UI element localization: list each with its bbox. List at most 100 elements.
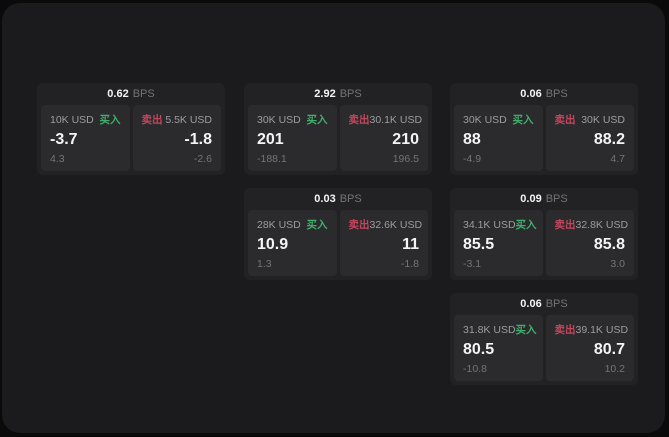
buy-quote-tile[interactable]: 10K USD 买入 -3.7 4.3 [41,105,130,171]
spread-bps-value: 0.09 [520,193,542,205]
card-header: 0.06 BPS [450,293,638,315]
sell-price-value: 85.8 [593,236,625,254]
buy-price-value: 85.5 [463,236,495,254]
sell-quote-tile[interactable]: 卖出 32.6K USD 11 -1.8 [339,210,428,276]
buy-sub-value: -188.1 [257,153,287,165]
sell-sub-value: -2.6 [193,153,212,165]
sell-side-label: 卖出 [554,114,576,126]
sell-price-value: 11 [402,236,419,254]
card-header: 0.62 BPS [37,83,225,105]
sell-side-label: 卖出 [554,219,576,231]
buy-tile-header: 31.8K USD 买入 [463,322,537,337]
buy-size-label: 34.1K USD [463,219,516,231]
buy-tile-header: 30K USD 买入 [257,112,328,127]
card-body: 28K USD 买入 10.9 1.3 卖出 32.6K USD 11 -1.8 [244,210,432,276]
bps-unit-label: BPS [545,88,568,100]
sell-quote-tile[interactable]: 卖出 30.1K USD 210 196.5 [339,105,428,171]
buy-side-label: 买入 [306,219,328,231]
sell-price-value: -1.8 [184,131,212,149]
spread-bps-value: 0.62 [107,88,129,100]
buy-price-value: 201 [257,131,284,149]
buy-tile-header: 30K USD 买入 [463,112,534,127]
sell-sub-value: 3.0 [610,258,625,270]
sell-quote-tile[interactable]: 卖出 39.1K USD 80.7 10.2 [545,315,634,381]
quote-card: 0.62 BPS 10K USD 买入 -3.7 4.3 卖出 5.5K USD… [37,83,225,175]
bps-unit-label: BPS [339,193,362,205]
buy-price-value: 88 [463,131,481,149]
sell-quote-tile[interactable]: 卖出 30K USD 88.2 4.7 [545,105,634,171]
buy-size-label: 31.8K USD [463,324,516,336]
sell-tile-header: 卖出 32.6K USD [348,217,423,232]
sell-tile-header: 卖出 32.8K USD [554,217,629,232]
buy-side-label: 买入 [306,114,328,126]
buy-price-value: 10.9 [257,236,289,254]
buy-size-label: 28K USD [257,219,301,231]
sell-sub-value: 4.7 [610,153,625,165]
sell-quote-tile[interactable]: 卖出 5.5K USD -1.8 -2.6 [132,105,221,171]
sell-tile-header: 卖出 39.1K USD [554,322,629,337]
quote-card: 0.06 BPS 30K USD 买入 88 -4.9 卖出 30K USD 8… [450,83,638,175]
sell-sub-value: 10.2 [604,363,625,375]
quote-card: 0.09 BPS 34.1K USD 买入 85.5 -3.1 卖出 32.8K… [450,188,638,280]
sell-side-label: 卖出 [141,114,163,126]
buy-quote-tile[interactable]: 28K USD 买入 10.9 1.3 [248,210,337,276]
card-body: 34.1K USD 买入 85.5 -3.1 卖出 32.8K USD 85.8… [450,210,638,276]
buy-size-label: 30K USD [257,114,301,126]
sell-tile-header: 卖出 30K USD [555,112,626,127]
bps-unit-label: BPS [545,298,568,310]
buy-tile-header: 28K USD 买入 [257,217,328,232]
card-body: 10K USD 买入 -3.7 4.3 卖出 5.5K USD -1.8 -2.… [37,105,225,171]
sell-side-label: 卖出 [348,219,370,231]
quote-card: 2.92 BPS 30K USD 买入 201 -188.1 卖出 30.1K … [244,83,432,175]
buy-tile-header: 34.1K USD 买入 [463,217,537,232]
sell-side-label: 卖出 [554,324,576,336]
buy-size-label: 30K USD [463,114,507,126]
card-header: 0.06 BPS [450,83,638,105]
sell-tile-header: 卖出 5.5K USD [142,112,213,127]
bps-unit-label: BPS [545,193,568,205]
sell-price-value: 210 [392,131,419,149]
sell-quote-tile[interactable]: 卖出 32.8K USD 85.8 3.0 [545,210,634,276]
card-header: 0.03 BPS [244,188,432,210]
sell-price-value: 80.7 [593,341,625,359]
sell-size-label: 30K USD [581,114,625,126]
buy-quote-tile[interactable]: 31.8K USD 买入 80.5 -10.8 [454,315,543,381]
buy-sub-value: -3.1 [463,258,482,270]
sell-size-label: 39.1K USD [575,324,629,336]
card-body: 30K USD 买入 201 -188.1 卖出 30.1K USD 210 1… [244,105,432,171]
buy-tile-header: 10K USD 买入 [50,112,121,127]
buy-sub-value: -4.9 [463,153,482,165]
bps-unit-label: BPS [132,88,155,100]
sell-price-value: 88.2 [593,131,625,149]
buy-price-value: -3.7 [50,131,78,149]
card-header: 0.09 BPS [450,188,638,210]
sell-size-label: 32.6K USD [369,219,423,231]
sell-tile-header: 卖出 30.1K USD [349,112,423,127]
buy-side-label: 买入 [512,114,534,126]
buy-price-value: 80.5 [463,341,495,359]
quote-card: 0.06 BPS 31.8K USD 买入 80.5 -10.8 卖出 39.1… [450,293,638,385]
spread-bps-value: 0.06 [520,298,542,310]
buy-quote-tile[interactable]: 30K USD 买入 201 -188.1 [248,105,337,171]
spread-bps-value: 2.92 [314,88,336,100]
buy-size-label: 10K USD [50,114,94,126]
buy-sub-value: -10.8 [463,363,487,375]
buy-side-label: 买入 [515,324,537,336]
sell-size-label: 32.8K USD [575,219,629,231]
buy-quote-tile[interactable]: 30K USD 买入 88 -4.9 [454,105,543,171]
card-body: 30K USD 买入 88 -4.9 卖出 30K USD 88.2 4.7 [450,105,638,171]
quotes-panel: 0.62 BPS 10K USD 买入 -3.7 4.3 卖出 5.5K USD… [2,3,665,433]
sell-size-label: 30.1K USD [369,114,423,126]
card-header: 2.92 BPS [244,83,432,105]
spread-bps-value: 0.03 [314,193,336,205]
bps-unit-label: BPS [339,88,362,100]
buy-sub-value: 4.3 [50,153,65,165]
sell-sub-value: -1.8 [400,258,419,270]
spread-bps-value: 0.06 [520,88,542,100]
buy-side-label: 买入 [515,219,537,231]
buy-sub-value: 1.3 [257,258,272,270]
sell-size-label: 5.5K USD [165,114,212,126]
sell-sub-value: 196.5 [392,153,419,165]
buy-quote-tile[interactable]: 34.1K USD 买入 85.5 -3.1 [454,210,543,276]
buy-side-label: 买入 [99,114,121,126]
